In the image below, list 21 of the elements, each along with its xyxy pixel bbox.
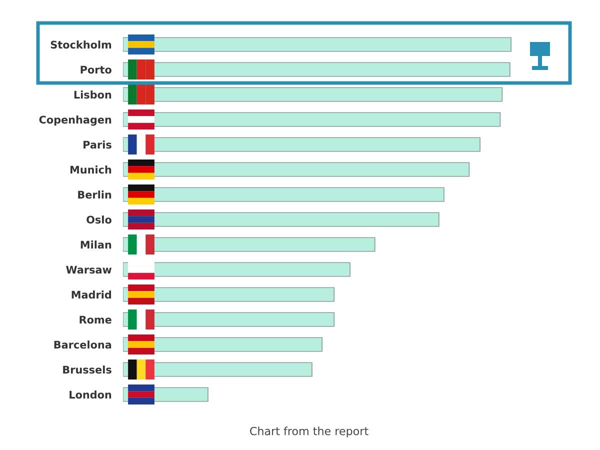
- y-tick-label: Munich: [70, 166, 112, 174]
- y-tick-label: Lisbon: [74, 90, 112, 99]
- y-tick-label: Copenhagen: [39, 116, 112, 126]
- text: Chart from the report: [250, 426, 368, 438]
- y-tick-label: Stockholm: [50, 40, 112, 49]
- bar: [123, 212, 440, 227]
- y-tick-label: London: [70, 390, 112, 399]
- y-tick-label: Barcelona: [54, 340, 112, 349]
- y-tick-label: Milan: [80, 240, 112, 249]
- y-tick-label: Rome: [80, 316, 112, 324]
- y-tick-label: Madrid: [72, 290, 112, 299]
- bar: [123, 187, 444, 202]
- y-tick-label: Berlin: [78, 190, 112, 199]
- y-tick-label: Oslo: [86, 216, 112, 224]
- y-tick-label: Paris: [84, 140, 112, 149]
- bar: [123, 37, 512, 52]
- bar: [123, 162, 470, 177]
- y-tick-label: Brussels: [63, 366, 112, 374]
- y-tick-label: Porto: [80, 66, 112, 74]
- y-tick-label: Warsaw: [66, 266, 112, 274]
- bar: [123, 112, 501, 127]
